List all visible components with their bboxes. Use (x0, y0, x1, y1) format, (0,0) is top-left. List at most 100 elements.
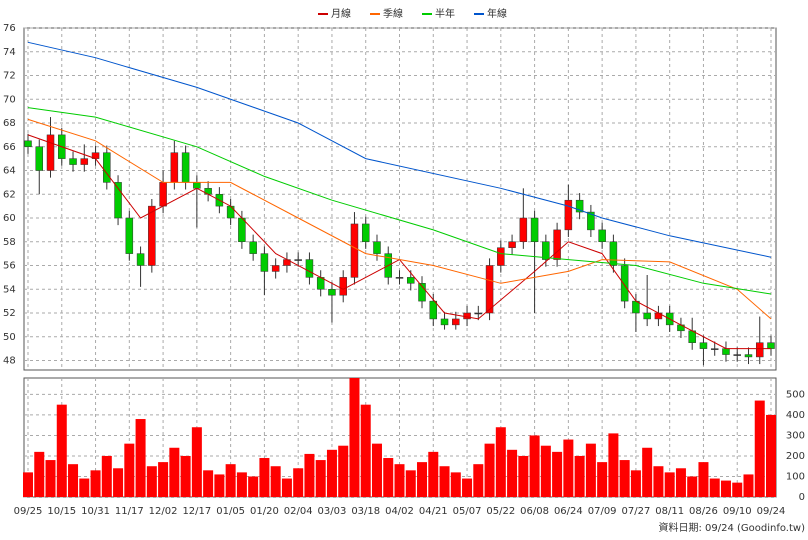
candle-body (46, 134, 55, 171)
volume-bar (439, 466, 450, 497)
y2-tick-label: 200 (786, 451, 805, 462)
candle-body (407, 277, 415, 284)
volume-bar (248, 476, 259, 497)
candle-body (474, 312, 483, 315)
y-tick-label: 76 (3, 23, 16, 34)
volume-bar (563, 439, 574, 497)
volume-bar (203, 470, 214, 497)
volume-bar (529, 435, 540, 497)
volume-bar (259, 458, 270, 497)
volume-bar (608, 433, 619, 497)
volume-bar (405, 470, 416, 497)
candle-body (350, 223, 359, 278)
volume-bar (642, 447, 653, 497)
footer: 資料日期: 09/24 (Goodinfo.tw) (658, 521, 805, 534)
candle-body (722, 348, 730, 355)
candle-body (294, 259, 302, 261)
candle-body (733, 354, 741, 356)
candle-body (181, 152, 190, 183)
y-tick-label: 62 (3, 189, 16, 200)
moving-average-line (27, 118, 772, 320)
candle-body (643, 312, 651, 320)
candle-body (440, 318, 449, 326)
y2-tick-label: 0 (799, 492, 805, 503)
volume-bar (124, 443, 135, 497)
volume-bar (743, 474, 754, 497)
x-tick-label: 05/22 (486, 506, 515, 517)
y2-tick-label: 100 (786, 471, 805, 482)
candle-body (530, 217, 539, 242)
candle-body (339, 277, 347, 296)
volume-bar (101, 455, 112, 497)
y-tick-label: 48 (3, 356, 16, 367)
volume-bar (45, 460, 56, 497)
volume-bar (766, 414, 776, 497)
candle-body (553, 229, 561, 260)
x-tick-label: 03/18 (351, 506, 380, 517)
y-tick-label: 66 (3, 142, 16, 153)
volume-bar (450, 472, 461, 497)
volume-bar (146, 466, 157, 497)
volume-bar (630, 470, 641, 497)
y-tick-label: 50 (3, 332, 16, 343)
volume-bar (473, 464, 484, 497)
candle-body (24, 140, 32, 147)
candle-body (80, 158, 89, 165)
volume-bar (169, 447, 180, 497)
x-tick-label: 10/31 (81, 506, 110, 517)
volume-bar (428, 451, 439, 497)
candle-body (271, 265, 280, 272)
candle-body (226, 205, 235, 219)
candle-body (103, 152, 111, 183)
volume-bar (236, 472, 247, 497)
volume-bar (687, 476, 698, 497)
candle-body (710, 348, 719, 350)
volume-bar (349, 378, 360, 497)
x-tick-label: 09/25 (14, 506, 43, 517)
candle-body (587, 211, 595, 231)
volume-bar (709, 478, 720, 497)
candle-body (744, 354, 753, 358)
volume-bar (664, 472, 675, 497)
candle-body (305, 259, 314, 278)
volume-bar (574, 455, 585, 497)
volume-bar (619, 460, 630, 497)
candle-body (69, 158, 77, 165)
candle-body (452, 318, 460, 326)
x-tick-label: 07/27 (621, 506, 650, 517)
y-tick-label: 70 (3, 94, 16, 105)
candle-body (361, 223, 370, 242)
candle-body (755, 342, 764, 358)
volume-bar (540, 445, 551, 497)
candle-body (373, 241, 381, 254)
candle-body (699, 342, 708, 349)
volume-bar (417, 462, 428, 497)
legend-label: 半年 (435, 7, 455, 20)
candle-body (542, 241, 550, 260)
volume-bar (90, 470, 101, 497)
volume-bar (484, 443, 495, 497)
volume-bar (180, 455, 191, 497)
x-tick-label: 01/05 (216, 506, 245, 517)
volume-bar (225, 464, 236, 497)
x-tick-label: 03/03 (318, 506, 347, 517)
y-tick-label: 56 (3, 261, 16, 272)
volume-bar (495, 427, 506, 497)
volume-bar (507, 449, 518, 497)
legend: 月線 季線 半年 年線 (318, 7, 507, 20)
volume-bar (68, 464, 79, 497)
candle-body (125, 217, 134, 254)
moving-average-line (27, 107, 772, 295)
candle-body (609, 241, 618, 266)
volume-bar (360, 404, 371, 497)
candle-body (767, 342, 775, 349)
x-tick-label: 12/02 (149, 506, 178, 517)
y-tick-label: 68 (3, 118, 16, 129)
y2-tick-label: 300 (786, 430, 805, 441)
volume-bar (720, 480, 731, 497)
volume-bar (191, 427, 202, 497)
y-tick-label: 60 (3, 213, 16, 224)
candle-body (418, 283, 426, 302)
candle-body (564, 199, 573, 231)
